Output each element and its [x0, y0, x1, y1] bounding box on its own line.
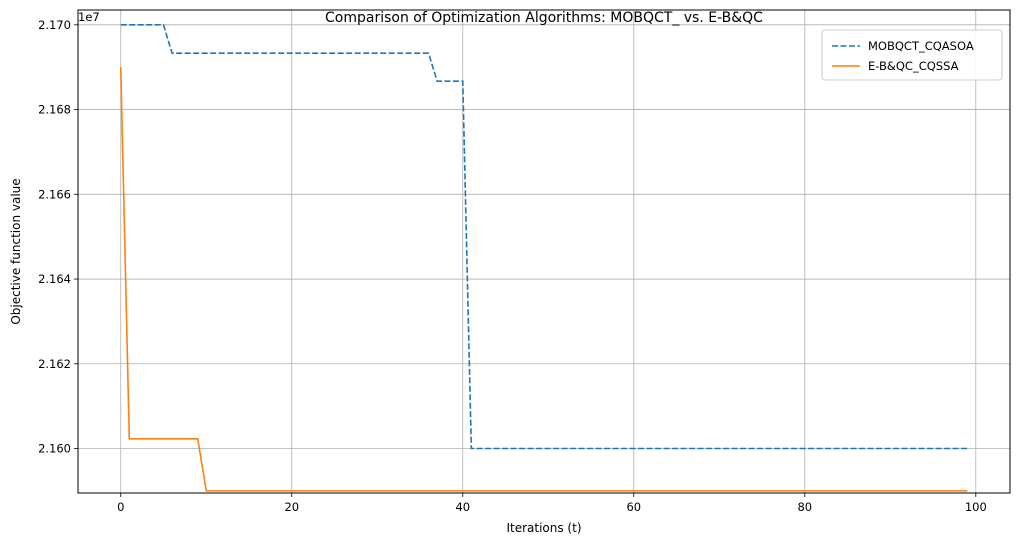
series-lines — [119, 24, 968, 492]
grid — [78, 10, 1010, 493]
legend-box — [821, 29, 1003, 81]
legend: MOBQCT_CQASOA E-B&QC_CQSSA — [821, 29, 1003, 81]
x-axis-label: Iterations (t) — [506, 521, 581, 535]
y-tick-label: 2.168 — [38, 103, 71, 117]
x-tick-label: 40 — [455, 500, 470, 514]
x-tick-label: 80 — [797, 500, 812, 514]
y-axis-label: Objective function value — [9, 178, 23, 324]
y-tick-label: 2.160 — [38, 442, 71, 456]
x-tick-label: 60 — [626, 500, 641, 514]
x-tick-label: 0 — [117, 500, 124, 514]
y-axis-offset-text: 1e7 — [78, 10, 100, 24]
y-tick-label: 2.162 — [38, 357, 71, 371]
series-line — [119, 67, 968, 492]
x-tick-label: 100 — [965, 500, 987, 514]
legend-label: E-B&QC_CQSSA — [868, 59, 959, 73]
chart-title: Comparison of Optimization Algorithms: M… — [325, 10, 763, 26]
series-line — [120, 24, 968, 450]
y-tick-label: 2.164 — [38, 272, 71, 286]
y-tick-label: 2.166 — [38, 187, 71, 201]
axis-ticks: 0 20 40 60 80 100 2.160 2.162 2.164 2.166 2.168 2.1… — [38, 18, 987, 514]
plot-area-frame — [77, 9, 1011, 494]
x-tick-label: 20 — [284, 500, 299, 514]
legend-label: MOBQCT_CQASOA — [868, 39, 974, 53]
y-tick-label: 2.170 — [38, 18, 71, 32]
